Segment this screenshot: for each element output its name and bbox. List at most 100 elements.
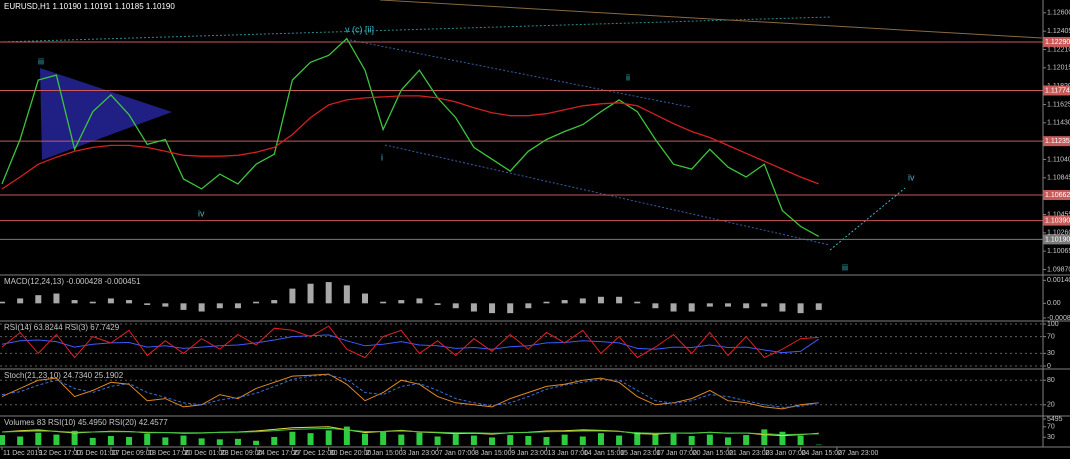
- level-label-box: [1043, 85, 1070, 96]
- trend-line: [379, 0, 1043, 39]
- bar: [706, 303, 713, 307]
- panel-title: Stoch(21,23,10) 24.7340 25.1902: [4, 371, 124, 380]
- x-tick-label: 27 Dec 12:00: [293, 450, 335, 457]
- x-tick-label: 2 Jan 15:00: [366, 450, 403, 457]
- bar: [761, 429, 768, 445]
- bar: [234, 303, 241, 309]
- bar: [325, 282, 332, 304]
- bar: [815, 303, 822, 310]
- y-tick-label: 70: [1047, 424, 1055, 431]
- y-tick-label: -0.000897: [1047, 315, 1070, 322]
- x-tick-label: 17 Dec 09:00: [112, 450, 154, 457]
- bar: [362, 433, 368, 445]
- x-tick-label: 9 Jan 23:00: [511, 450, 548, 457]
- y-tick-label: 5495: [1047, 416, 1063, 423]
- x-tick-label: 30 Dec 20:00: [330, 450, 372, 457]
- series-line: [1, 373, 819, 410]
- y-tick-label: 1.10455: [1047, 211, 1070, 218]
- bar: [579, 298, 586, 304]
- bar: [162, 437, 169, 445]
- triangle-pattern: [40, 68, 172, 160]
- bar: [325, 430, 332, 445]
- bar: [17, 436, 24, 445]
- level-label-box: [1043, 36, 1070, 47]
- bar: [144, 303, 151, 305]
- bar: [670, 303, 677, 312]
- bar: [71, 300, 78, 304]
- level-label: 1.10662: [1045, 192, 1070, 199]
- bar: [507, 303, 514, 314]
- wave-label: ii: [626, 72, 630, 82]
- channel-line: [349, 39, 691, 108]
- x-tick-label: 3 Jan 23:00: [402, 450, 439, 457]
- level-label: 1.10390: [1045, 217, 1070, 224]
- x-tick-label: 24 Dec 17:00: [257, 450, 299, 457]
- bar: [743, 435, 750, 445]
- x-tick-label: 13 Jan 07:00: [548, 450, 589, 457]
- y-tick-label: 80: [1047, 377, 1055, 384]
- y-tick-label: 0.00: [1047, 300, 1061, 307]
- bar: [489, 437, 496, 445]
- bar: [489, 303, 496, 314]
- bar: [706, 434, 713, 445]
- level-label: 1.11235: [1045, 138, 1070, 145]
- bar: [743, 303, 750, 309]
- bar: [180, 435, 187, 445]
- chart-title: EURUSD,H1 1.10190 1.10191 1.10185 1.1019…: [4, 2, 175, 11]
- bar: [198, 438, 205, 445]
- bar: [307, 283, 314, 304]
- y-tick-label: 0: [1047, 363, 1051, 370]
- bar: [507, 435, 514, 445]
- wave-label: iii: [38, 56, 44, 66]
- bar: [398, 300, 405, 304]
- channel-line: [0, 16, 831, 43]
- x-tick-label: 8 Jan 15:00: [475, 450, 512, 457]
- bar: [343, 285, 350, 304]
- bar: [289, 288, 296, 304]
- bar: [398, 434, 405, 445]
- y-tick-label: 1.10260: [1047, 230, 1070, 237]
- x-tick-label: 12 Dec 17:00: [39, 450, 81, 457]
- bar: [616, 435, 623, 445]
- panel-title: RSI(14) 63.8244 RSI(3) 67.7429: [4, 323, 120, 332]
- bar: [725, 303, 731, 307]
- level-label-box: [1043, 136, 1070, 147]
- bar: [307, 433, 314, 445]
- bar: [416, 298, 423, 304]
- wave-label: iv: [198, 208, 205, 218]
- bar: [362, 293, 368, 304]
- bar: [71, 430, 78, 445]
- wave-label: iv: [908, 172, 915, 182]
- bar: [779, 303, 786, 312]
- bar: [253, 301, 260, 304]
- bar: [180, 303, 187, 310]
- bar: [579, 436, 586, 445]
- bar: [725, 437, 731, 445]
- bar: [271, 300, 278, 304]
- bar: [525, 436, 532, 445]
- bar: [525, 303, 532, 309]
- bar: [688, 303, 695, 312]
- level-label-box: [1043, 190, 1070, 201]
- x-tick-label: 23 Dec 09:00: [221, 450, 263, 457]
- bar: [216, 439, 223, 445]
- y-tick-label: 1.12015: [1047, 65, 1070, 72]
- bar: [597, 433, 604, 445]
- bar: [815, 444, 822, 446]
- drawing-objects: [0, 0, 1043, 251]
- level-label: 1.12290: [1045, 39, 1070, 46]
- bar: [126, 436, 133, 445]
- y-tick-label: 1.10845: [1047, 175, 1070, 182]
- y-tick-label: 0.001408: [1047, 277, 1070, 284]
- bar: [289, 431, 296, 445]
- bar: [416, 432, 423, 445]
- bar: [89, 437, 96, 445]
- panel-title: Volumes 83 RSI(10) 45.4950 RSI(20) 42.45…: [4, 418, 168, 427]
- y-tick-label: 1.12600: [1047, 10, 1070, 17]
- x-tick-label: 16 Dec 01:00: [76, 450, 118, 457]
- x-tick-label: 17 Jan 07:00: [656, 450, 697, 457]
- wave-label: i: [381, 152, 383, 162]
- bar: [597, 296, 604, 304]
- bar: [652, 303, 659, 309]
- y-tick-label: 1.11625: [1047, 101, 1070, 108]
